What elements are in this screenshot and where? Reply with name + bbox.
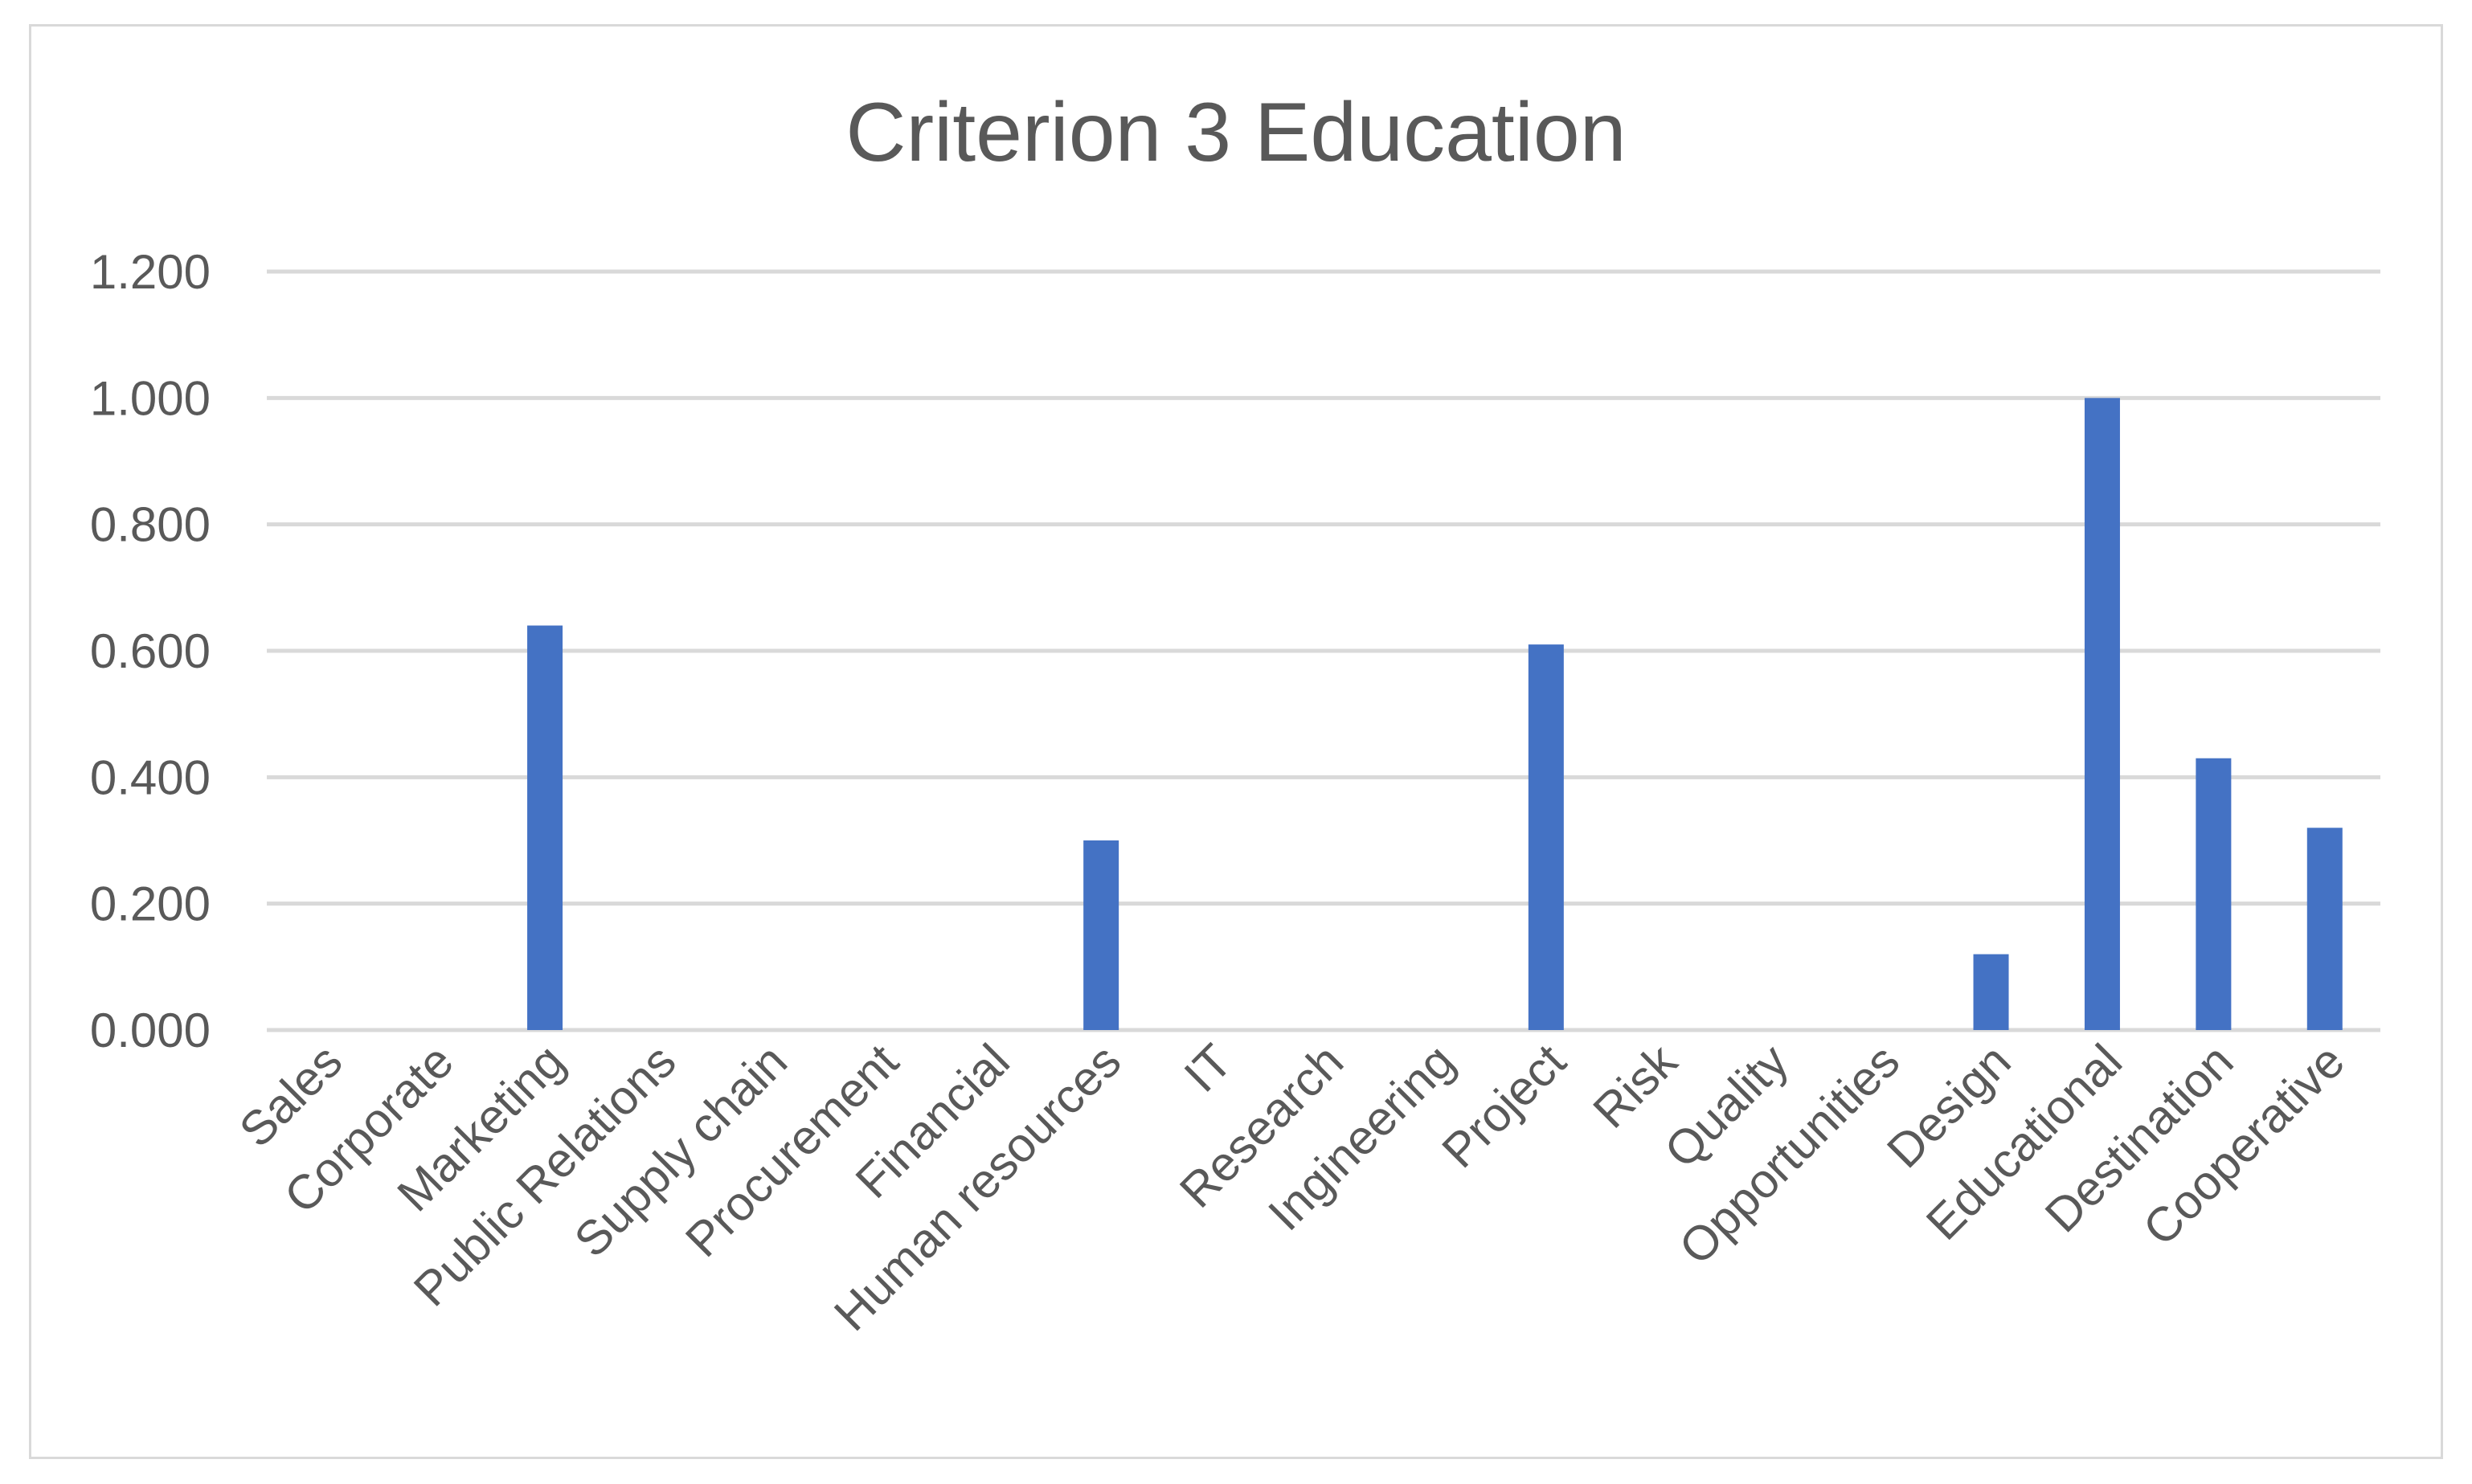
bar xyxy=(2196,758,2232,1030)
y-tick-label: 1.000 xyxy=(90,371,211,425)
y-tick-label: 0.200 xyxy=(90,877,211,931)
y-axis-tick-labels: 0.000 0.200 0.400 0.600 0.800 1.000 1.200 xyxy=(90,245,211,1057)
bar xyxy=(1973,954,2009,1030)
bar xyxy=(2306,828,2343,1030)
bar xyxy=(1528,644,1564,1030)
bar xyxy=(527,625,563,1030)
bar xyxy=(2084,398,2120,1030)
chart-frame xyxy=(29,24,2443,1459)
bar xyxy=(1083,840,1119,1030)
y-tick-label: 0.600 xyxy=(90,624,211,678)
gridlines xyxy=(267,269,2380,1032)
x-category-label: IT xyxy=(1174,1034,1242,1102)
x-category-label: Project xyxy=(1432,1034,1577,1179)
y-tick-label: 0.000 xyxy=(90,1004,211,1057)
bars xyxy=(527,398,2343,1030)
y-tick-label: 0.400 xyxy=(90,750,211,804)
y-tick-label: 0.800 xyxy=(90,498,211,552)
y-tick-label: 1.200 xyxy=(90,245,211,299)
chart-title: Criterion 3 Education xyxy=(845,86,1626,179)
